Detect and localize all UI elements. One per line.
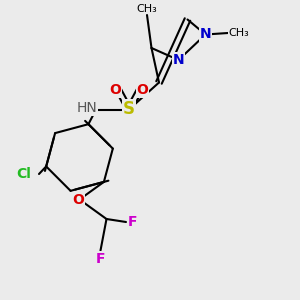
Text: Cl: Cl (16, 167, 32, 181)
Text: S: S (123, 100, 135, 118)
Text: F: F (96, 252, 105, 266)
Text: N: N (200, 28, 211, 41)
Text: HN: HN (77, 101, 98, 115)
Text: CH₃: CH₃ (136, 4, 158, 14)
Text: N: N (173, 53, 184, 67)
Text: CH₃: CH₃ (229, 28, 249, 38)
Text: O: O (72, 193, 84, 206)
Text: O: O (136, 83, 148, 97)
Text: F: F (128, 215, 137, 229)
Text: O: O (110, 83, 122, 97)
